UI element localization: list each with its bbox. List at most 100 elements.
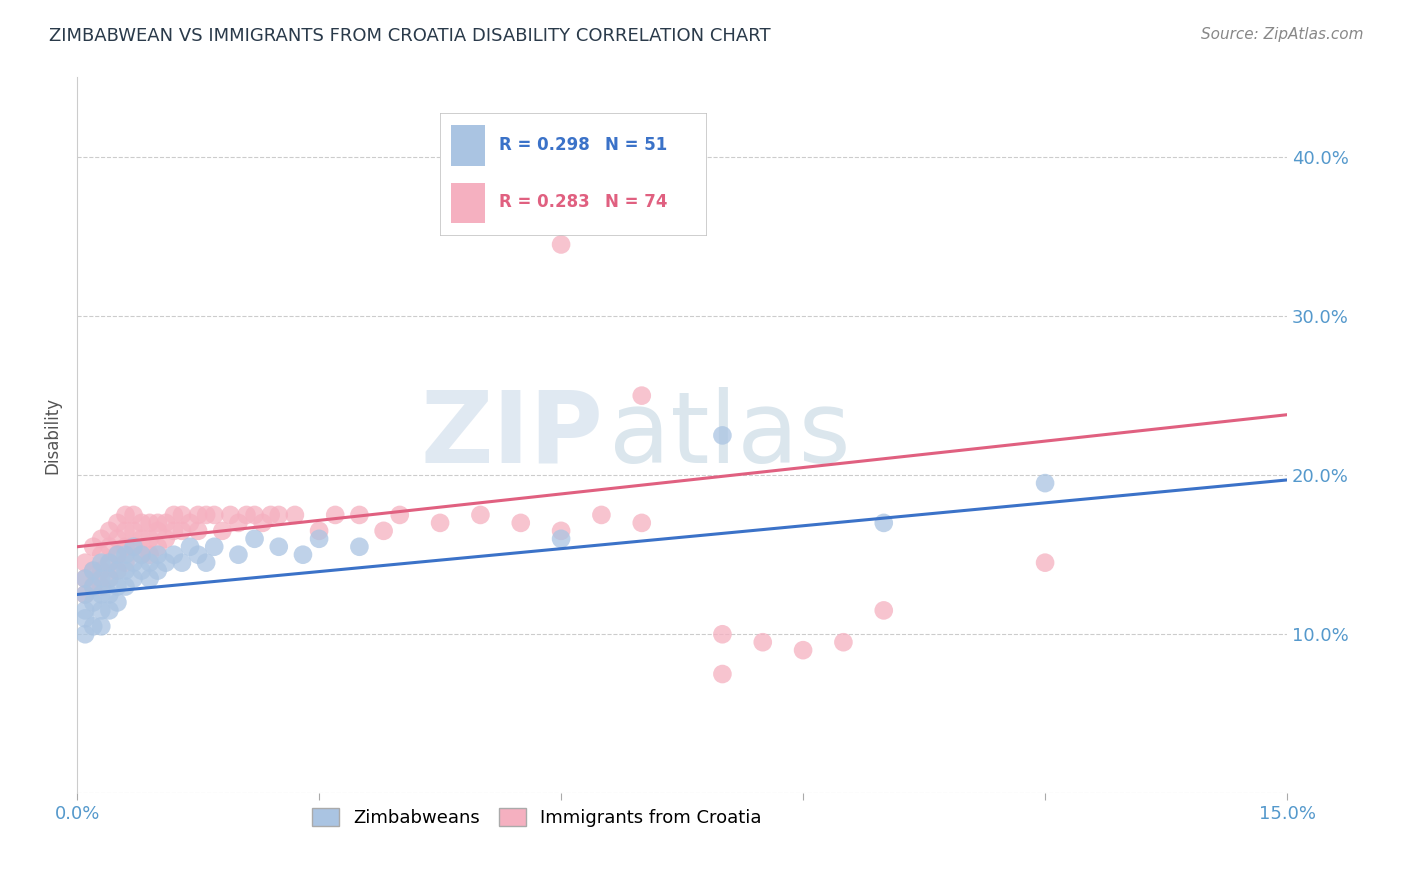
Point — [98, 556, 121, 570]
Point — [235, 508, 257, 522]
Point — [107, 580, 129, 594]
Point — [267, 508, 290, 522]
Point — [107, 548, 129, 562]
Point — [131, 516, 153, 530]
Point — [228, 548, 250, 562]
Point — [170, 508, 193, 522]
Point — [509, 516, 531, 530]
Point — [107, 595, 129, 609]
Point — [187, 548, 209, 562]
Point — [107, 516, 129, 530]
Point — [429, 516, 451, 530]
Point — [122, 524, 145, 538]
Point — [323, 508, 346, 522]
Point — [122, 540, 145, 554]
Point — [163, 548, 186, 562]
Point — [832, 635, 855, 649]
Point — [267, 540, 290, 554]
Point — [1033, 556, 1056, 570]
Point — [163, 524, 186, 538]
Point — [138, 572, 160, 586]
Point — [373, 524, 395, 538]
Point — [308, 524, 330, 538]
Point — [550, 524, 572, 538]
Point — [98, 587, 121, 601]
Point — [75, 572, 97, 586]
Point — [146, 564, 169, 578]
Point — [349, 508, 371, 522]
Point — [179, 516, 201, 530]
Point — [470, 508, 492, 522]
Point — [107, 564, 129, 578]
Point — [146, 516, 169, 530]
Point — [252, 516, 274, 530]
Point — [114, 508, 136, 522]
Point — [202, 508, 225, 522]
Point — [873, 516, 896, 530]
Point — [195, 556, 218, 570]
Point — [550, 532, 572, 546]
Point — [107, 564, 129, 578]
Point — [114, 564, 136, 578]
Point — [122, 572, 145, 586]
Point — [122, 508, 145, 522]
Point — [90, 532, 112, 546]
Point — [195, 508, 218, 522]
Point — [187, 524, 209, 538]
Point — [243, 532, 266, 546]
Point — [75, 587, 97, 601]
Point — [114, 540, 136, 554]
Point — [751, 635, 773, 649]
Point — [82, 564, 104, 578]
Point — [138, 556, 160, 570]
Point — [146, 540, 169, 554]
Point — [711, 627, 734, 641]
Point — [1033, 476, 1056, 491]
Text: ZIMBABWEAN VS IMMIGRANTS FROM CROATIA DISABILITY CORRELATION CHART: ZIMBABWEAN VS IMMIGRANTS FROM CROATIA DI… — [49, 27, 770, 45]
Legend: Zimbabweans, Immigrants from Croatia: Zimbabweans, Immigrants from Croatia — [305, 801, 769, 834]
Point — [131, 548, 153, 562]
Point — [90, 572, 112, 586]
Point — [107, 532, 129, 546]
Point — [82, 580, 104, 594]
Point — [90, 619, 112, 633]
Point — [90, 603, 112, 617]
Point — [349, 540, 371, 554]
Point — [90, 548, 112, 562]
Point — [228, 516, 250, 530]
Point — [146, 548, 169, 562]
Point — [187, 508, 209, 522]
Point — [75, 587, 97, 601]
Point — [114, 556, 136, 570]
Point — [170, 556, 193, 570]
Point — [131, 532, 153, 546]
Text: ZIP: ZIP — [420, 387, 603, 483]
Point — [90, 587, 112, 601]
Point — [98, 540, 121, 554]
Point — [138, 548, 160, 562]
Point — [219, 508, 242, 522]
Point — [591, 508, 613, 522]
Point — [170, 524, 193, 538]
Point — [75, 603, 97, 617]
Point — [90, 556, 112, 570]
Point — [630, 389, 652, 403]
Point — [711, 428, 734, 442]
Point — [711, 667, 734, 681]
Point — [211, 524, 233, 538]
Point — [82, 619, 104, 633]
Point — [75, 556, 97, 570]
Point — [75, 611, 97, 625]
Point — [138, 532, 160, 546]
Point — [550, 237, 572, 252]
Point — [90, 580, 112, 594]
Point — [75, 627, 97, 641]
Point — [98, 572, 121, 586]
Point — [98, 603, 121, 617]
Point — [260, 508, 283, 522]
Point — [179, 540, 201, 554]
Text: Source: ZipAtlas.com: Source: ZipAtlas.com — [1201, 27, 1364, 42]
Text: atlas: atlas — [609, 387, 851, 483]
Point — [308, 532, 330, 546]
Point — [873, 603, 896, 617]
